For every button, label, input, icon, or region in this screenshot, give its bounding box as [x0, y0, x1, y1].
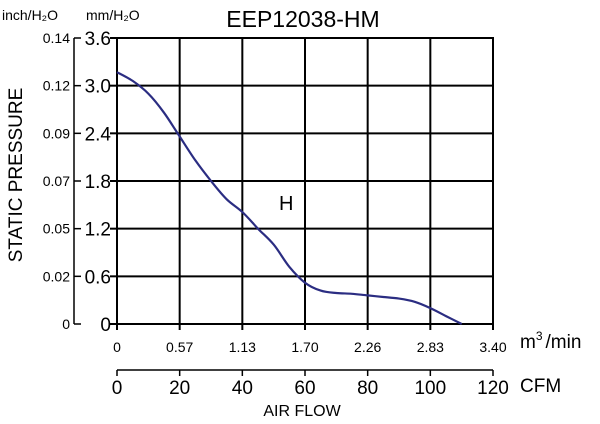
series-h-label: H [279, 193, 293, 215]
y-inch-tick-label: 0.12 [43, 78, 70, 94]
y-mm-tick-label: 0 [100, 315, 111, 336]
x-m3-tick-label: 2.83 [417, 339, 444, 355]
x-cfm-tick-label: 80 [357, 378, 378, 399]
unit-m3-base: m [520, 332, 536, 353]
unit-cfm-label: CFM [520, 376, 561, 397]
y-inch-tick-label: 0.07 [43, 173, 70, 189]
y-inch-tick-label: 0.05 [43, 221, 70, 237]
y-inch-tick-label: 0 [62, 316, 70, 332]
y-mm-tick-label: 2.4 [85, 124, 112, 145]
x-m3-tick-label: 1.70 [291, 339, 318, 355]
y-axis-title: STATIC PRESSURE [6, 88, 27, 263]
x-m3-tick-label: 2.26 [354, 339, 381, 355]
x-axis-title: AIR FLOW [263, 403, 341, 420]
units-inch-h2o-label: inch/H₂O [2, 7, 58, 23]
unit-m3-suffix: /min [546, 332, 582, 353]
y-inch-tick-label: 0.02 [43, 268, 70, 284]
y-mm-tick-label: 3.0 [85, 77, 111, 98]
y-mm-tick-label: 3.6 [85, 29, 111, 50]
x-cfm-tick-label: 40 [232, 378, 253, 399]
x-cfm-tick-label: 100 [414, 378, 446, 399]
unit-m3-min-label: m3/min [520, 329, 581, 353]
y-inch-tick-label: 0.14 [43, 30, 70, 46]
x-m3-tick-label: 3.40 [479, 339, 506, 355]
x-cfm-tick-label: 20 [169, 378, 190, 399]
x-cfm-tick-label: 120 [477, 378, 509, 399]
x-m3-tick-label: 0 [113, 339, 121, 355]
x-m3-tick-label: 1.13 [229, 339, 256, 355]
x-cfm-tick-label: 0 [112, 378, 123, 399]
y-mm-tick-label: 1.2 [85, 220, 111, 241]
y-mm-tick-label: 0.6 [85, 267, 111, 288]
chart-title: EEP12038-HM [226, 6, 379, 32]
y-inch-tick-label: 0.09 [43, 125, 70, 141]
tick-labels: 0 0.02 0.05 0.07 0.09 0.12 0.14 0 0.6 1.2 1.8 2.4 3.… [43, 29, 509, 399]
grid [116, 37, 494, 325]
units-mm-h2o-label: mm/H₂O [86, 7, 140, 23]
axes [73, 37, 494, 376]
unit-m3-superscript: 3 [536, 329, 543, 343]
y-mm-tick-label: 1.8 [85, 172, 111, 193]
series-h-line [116, 71, 463, 325]
x-cfm-tick-label: 60 [294, 378, 315, 399]
x-m3-tick-label: 0.57 [166, 339, 193, 355]
